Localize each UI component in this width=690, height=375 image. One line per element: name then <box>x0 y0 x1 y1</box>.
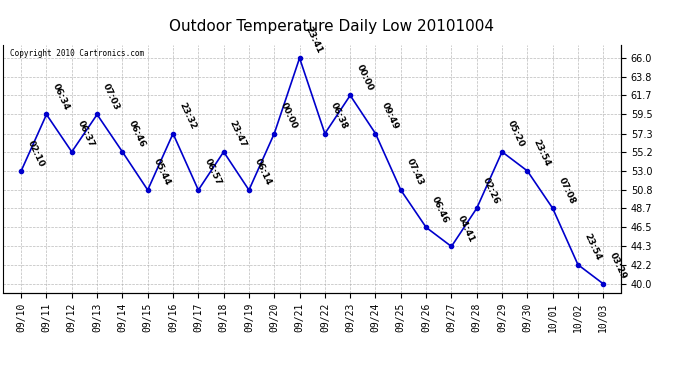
Text: 06:57: 06:57 <box>202 158 223 187</box>
Text: 07:03: 07:03 <box>101 82 121 112</box>
Text: 05:20: 05:20 <box>506 120 526 149</box>
Text: 06:38: 06:38 <box>329 101 349 131</box>
Text: 05:44: 05:44 <box>152 158 172 187</box>
Text: 02:10: 02:10 <box>26 139 46 168</box>
Text: 23:32: 23:32 <box>177 101 197 131</box>
Text: 04:41: 04:41 <box>455 214 476 244</box>
Text: 06:14: 06:14 <box>253 158 273 187</box>
Text: 23:41: 23:41 <box>304 26 324 55</box>
Text: 09:49: 09:49 <box>380 101 400 131</box>
Text: 00:00: 00:00 <box>355 63 375 93</box>
Text: 02:26: 02:26 <box>481 176 501 206</box>
Text: 03:29: 03:29 <box>607 251 628 281</box>
Text: 06:34: 06:34 <box>50 82 71 112</box>
Text: 23:47: 23:47 <box>228 119 248 149</box>
Text: Copyright 2010 Cartronics.com: Copyright 2010 Cartronics.com <box>10 49 144 58</box>
Text: 07:08: 07:08 <box>557 176 577 206</box>
Text: Outdoor Temperature Daily Low 20101004: Outdoor Temperature Daily Low 20101004 <box>168 19 494 34</box>
Text: 23:54: 23:54 <box>582 232 602 262</box>
Text: 23:54: 23:54 <box>531 138 552 168</box>
Text: 06:46: 06:46 <box>431 195 451 225</box>
Text: 07:43: 07:43 <box>405 158 425 187</box>
Text: 00:00: 00:00 <box>279 102 299 131</box>
Text: 06:37: 06:37 <box>76 119 96 149</box>
Text: 06:46: 06:46 <box>126 119 147 149</box>
